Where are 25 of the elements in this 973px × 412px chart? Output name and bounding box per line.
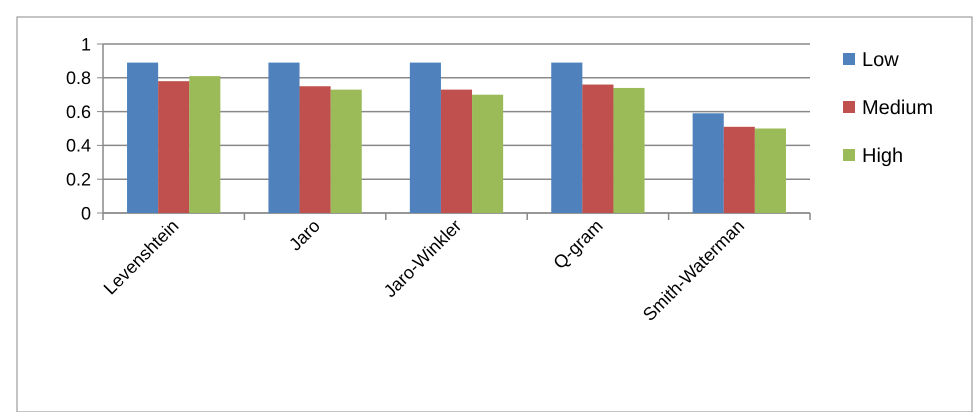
bar — [582, 84, 614, 213]
bar — [300, 86, 331, 213]
y-tick-label: 0 — [80, 203, 91, 224]
y-tick-label: 0.8 — [66, 68, 91, 88]
y-tick-label: 0.6 — [66, 102, 91, 122]
legend-label: Medium — [862, 97, 934, 119]
x-tick-label: Jaro — [285, 216, 324, 255]
bar — [189, 76, 220, 213]
bar — [268, 62, 300, 213]
bar — [472, 94, 504, 213]
y-tick-label: 0.2 — [66, 170, 91, 190]
bar — [724, 126, 755, 213]
bar — [613, 88, 645, 213]
bar — [440, 90, 472, 213]
bar — [410, 62, 441, 213]
legend-label: Low — [862, 49, 900, 71]
bar — [692, 113, 724, 213]
bar — [127, 62, 158, 213]
bar — [551, 62, 582, 213]
y-tick-label: 1 — [80, 34, 91, 54]
y-tick-label: 0.4 — [66, 136, 91, 156]
bar — [330, 90, 362, 213]
bar — [158, 81, 190, 213]
bar — [754, 128, 786, 213]
legend-label: High — [862, 145, 904, 167]
